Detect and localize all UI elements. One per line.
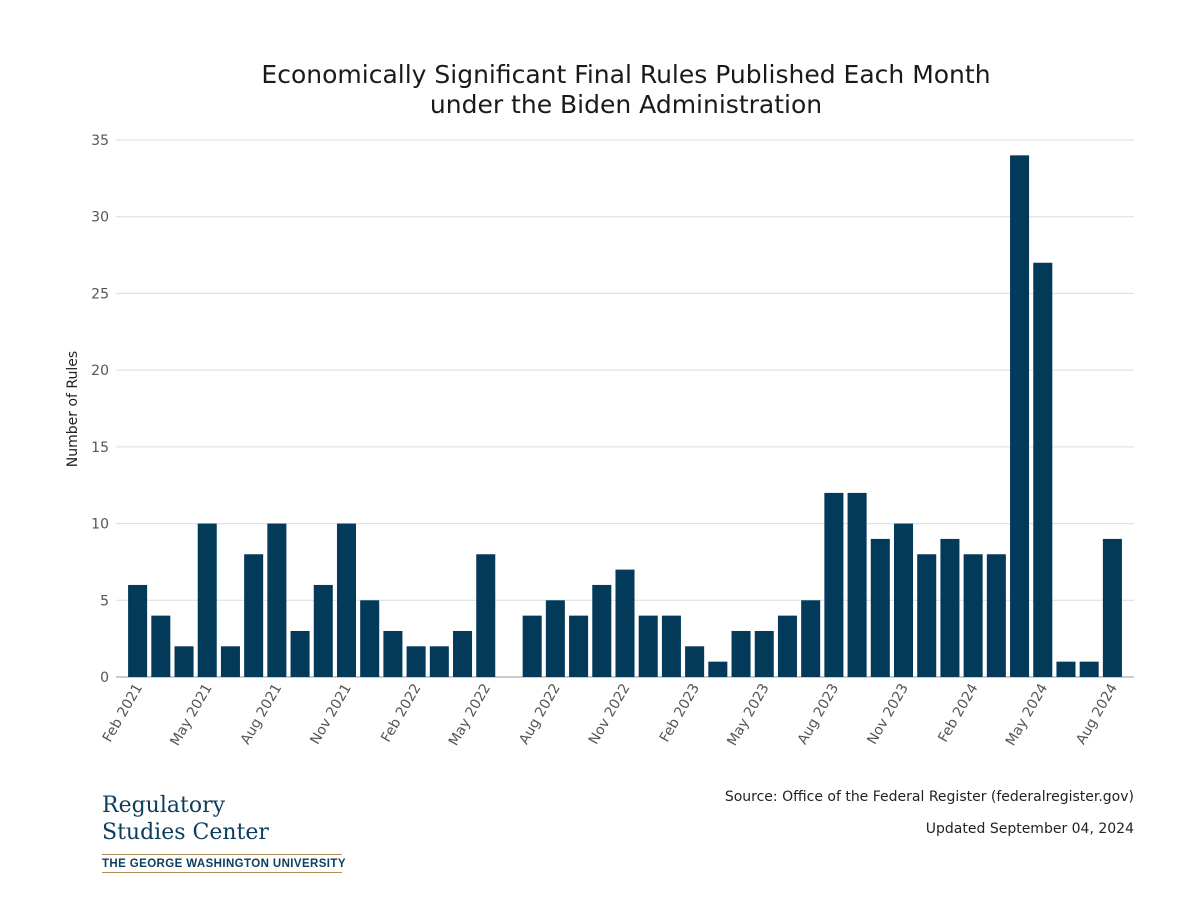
logo-rule-top [102,854,342,855]
logo-line-2: Studies Center [102,820,269,845]
x-tick-label: Feb 2021 [100,681,146,745]
bar [708,661,728,677]
x-tick-label: May 2022 [446,681,494,749]
y-tick-label: 20 [91,363,109,379]
bar [545,600,565,677]
bar [1079,661,1099,677]
bar-chart: 0 5 10 15 20 25 30 35 Feb 2021 May 2021 Aug 2021 N… [65,133,1134,749]
logo: Regulatory Studies Center THE GEORGE WAS… [102,792,346,873]
y-tick-label: 15 [91,440,109,456]
bar [986,554,1006,677]
logo-rule-bottom [102,872,342,873]
chart-title-line-2: under the Biden Administration [429,90,823,119]
bar [174,646,194,677]
y-tick-label: 10 [91,517,109,533]
x-tick-label: Aug 2023 [795,681,843,747]
x-tick-label: Aug 2021 [238,681,286,747]
bar [453,630,473,677]
bar [220,646,240,677]
bar [940,538,960,677]
x-tick-label: Aug 2024 [1073,681,1121,747]
bar [1010,155,1030,678]
bars [128,155,1122,678]
bar [383,630,403,677]
logo-line-1: Regulatory [102,793,226,818]
bar [244,554,264,677]
chart-title-line-1: Economically Significant Final Rules Pub… [261,60,991,89]
bar [429,646,449,677]
bar [661,615,681,677]
bar [870,538,890,677]
logo-subtitle: THE GEORGE WASHINGTON UNIVERSITY [102,858,346,870]
bar [290,630,310,677]
bar [847,492,867,677]
bar [1102,538,1122,677]
x-tick-label: Nov 2023 [864,681,912,747]
bar [638,615,658,677]
bar [151,615,171,677]
x-tick-label: May 2024 [1003,681,1051,749]
bar [917,554,937,677]
x-tick-label: Feb 2023 [657,681,703,745]
x-tick-label: May 2023 [724,681,772,749]
y-tick-labels: 0 5 10 15 20 25 30 35 [91,133,109,686]
bar [267,523,287,677]
y-tick-label: 5 [100,593,109,609]
bar [569,615,589,677]
x-tick-label: Feb 2024 [935,681,981,745]
y-axis-label: Number of Rules [65,351,81,467]
bar [1033,262,1053,677]
x-tick-label: Nov 2022 [586,681,634,747]
bar [801,600,821,677]
bar [777,615,797,677]
y-tick-label: 25 [91,286,109,302]
chart-title: Economically Significant Final Rules Pub… [0,60,1200,120]
bar [754,630,774,677]
bar [476,554,496,677]
updated-note: Updated September 04, 2024 [925,821,1134,837]
bar [313,584,333,677]
x-tick-label: Nov 2021 [307,681,355,747]
x-tick-label: Aug 2022 [516,681,564,747]
bar [731,630,751,677]
x-tick-label: Feb 2022 [378,681,424,745]
y-tick-label: 35 [91,133,109,149]
bar [360,600,380,677]
x-tick-label: May 2021 [167,681,215,749]
bar [128,584,148,677]
bar [522,615,542,677]
bar [615,569,635,677]
y-tick-label: 0 [100,670,109,686]
bar [406,646,426,677]
bar [685,646,705,677]
bar [336,523,357,677]
bar [963,554,983,677]
source-note: Source: Office of the Federal Register (… [724,789,1134,805]
bar [824,492,844,677]
bar [1056,661,1076,677]
y-tick-label: 30 [91,210,109,226]
bar [893,523,914,677]
bar [197,523,217,677]
x-tick-labels: Feb 2021 May 2021 Aug 2021 Nov 2021 Feb 2022… [100,681,1121,749]
bar [592,584,612,677]
